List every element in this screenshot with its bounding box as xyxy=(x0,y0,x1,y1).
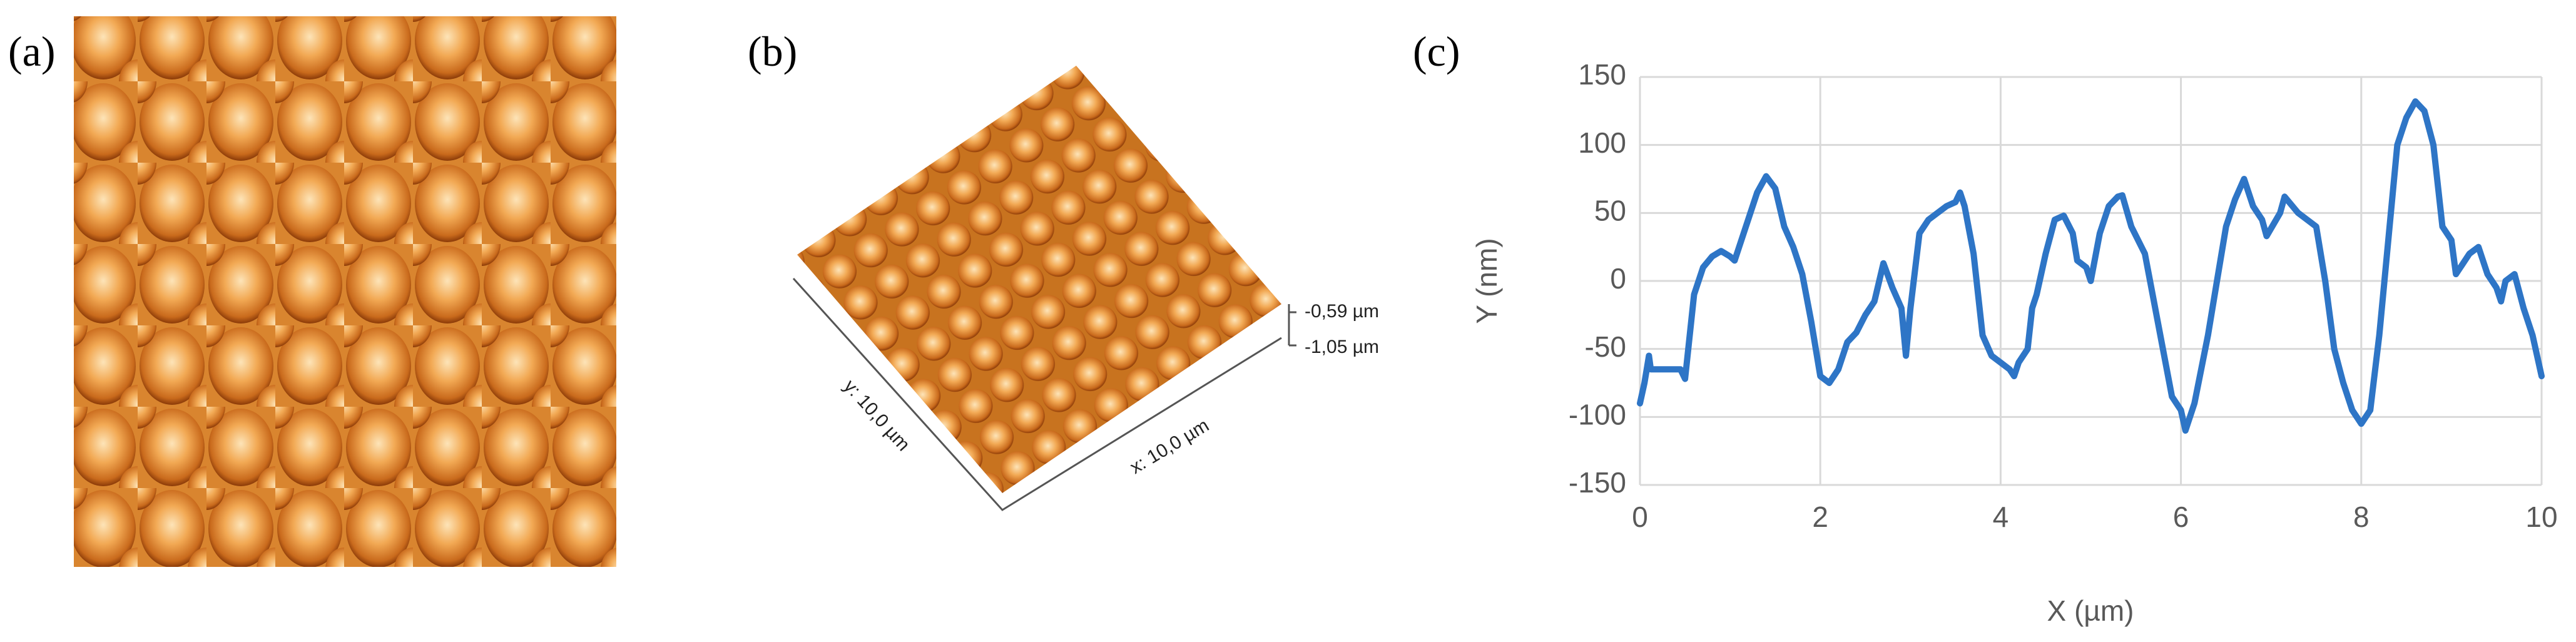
y-tick-label: -100 xyxy=(1569,398,1626,431)
x-tick-label: 4 xyxy=(1993,501,2009,533)
y-tick-label: -150 xyxy=(1569,466,1626,499)
y-tick-label: 50 xyxy=(1594,194,1626,227)
panel-label: (b) xyxy=(748,28,797,75)
afm-3d-surface xyxy=(797,66,1281,493)
y-tick-label: 0 xyxy=(1610,262,1626,295)
x-tick-label: 0 xyxy=(1632,501,1648,533)
x-tick-label: 6 xyxy=(2173,501,2189,533)
y-axis-title: Y (nm) xyxy=(1470,238,1503,324)
x-tick-label: 2 xyxy=(1812,501,1828,533)
x-axis-title: X (µm) xyxy=(2047,594,2134,627)
panel-label: (a) xyxy=(8,28,55,75)
data-line xyxy=(1637,98,2545,434)
z-label: -1,05 µm xyxy=(1305,337,1379,357)
y-axis-label: y: 10,0 µm xyxy=(840,376,914,456)
x-tick-label: 10 xyxy=(2525,501,2557,533)
y-tick-label: 150 xyxy=(1578,58,1626,91)
x-tick-label: 8 xyxy=(2353,501,2370,533)
afm-image xyxy=(74,16,616,567)
panel-label: (c) xyxy=(1413,28,1460,75)
y-tick-label: 100 xyxy=(1578,126,1626,159)
y-tick-label: -50 xyxy=(1585,330,1626,363)
axis-frame xyxy=(792,277,1282,511)
z-label: -0,59 µm xyxy=(1305,301,1379,322)
